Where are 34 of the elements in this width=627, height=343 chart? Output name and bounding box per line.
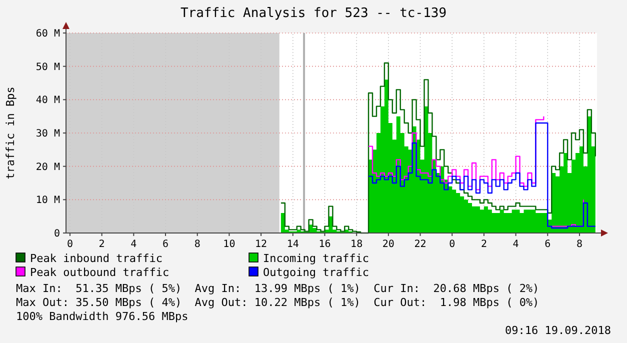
text: Max Out: 35.50 MBps ( 4%) Avg Out: 10.22 MBps ( 1%) Cur Out: 1.98 MBps ( 0%)	[16, 296, 540, 309]
text: 100% Bandwidth 976.56 MBps	[16, 310, 188, 323]
x-tick-label: 14	[286, 239, 299, 250]
x-tick-label: 0	[449, 239, 456, 250]
x-tick-label: 2	[480, 239, 487, 250]
y-tick-label: 10 M	[36, 195, 60, 206]
x-tick-label: 20	[382, 239, 394, 250]
x-tick-label: 12	[255, 239, 268, 250]
x-tick-label: 4	[512, 239, 519, 250]
y-tick-label: 50 M	[36, 62, 60, 73]
y-tick-label: 30 M	[36, 128, 60, 140]
x-tick-label: 4	[130, 239, 137, 250]
y-tick-label: 0	[54, 228, 60, 240]
legend-label: Outgoing traffic	[263, 266, 369, 279]
chart-title: Traffic Analysis for 523 -- tc-139	[180, 6, 447, 21]
y-tick-label: 60 M	[36, 28, 60, 40]
legend-label: Incoming traffic	[263, 252, 369, 265]
x-tick-label: 6	[162, 239, 169, 250]
x-tick-label: 18	[350, 239, 363, 250]
y-axis-title: traffic in Bps	[4, 86, 17, 180]
text: 09:16 19.09.2018	[505, 324, 611, 337]
x-tick-label: 22	[414, 239, 426, 250]
y-tick-label: 40 M	[36, 95, 60, 106]
x-tick-label: 10	[223, 239, 236, 250]
x-tick-label: 6	[544, 239, 551, 250]
x-tick-label: 8	[194, 239, 200, 250]
x-tick-label: 8	[576, 239, 582, 250]
x-tick-label: 16	[318, 239, 331, 250]
y-tick-label: 20 M	[36, 162, 60, 173]
text: Max In: 51.35 MBps ( 5%) Avg In: 13.99 MBps ( 1%) Cur In: 20.68 MBps ( 2%)	[16, 282, 540, 295]
x-tick-label: 2	[98, 239, 105, 250]
x-tick-label: 0	[66, 239, 73, 250]
legend-label: Peak outbound traffic	[30, 266, 170, 279]
legend-label: Peak inbound traffic	[30, 252, 162, 265]
